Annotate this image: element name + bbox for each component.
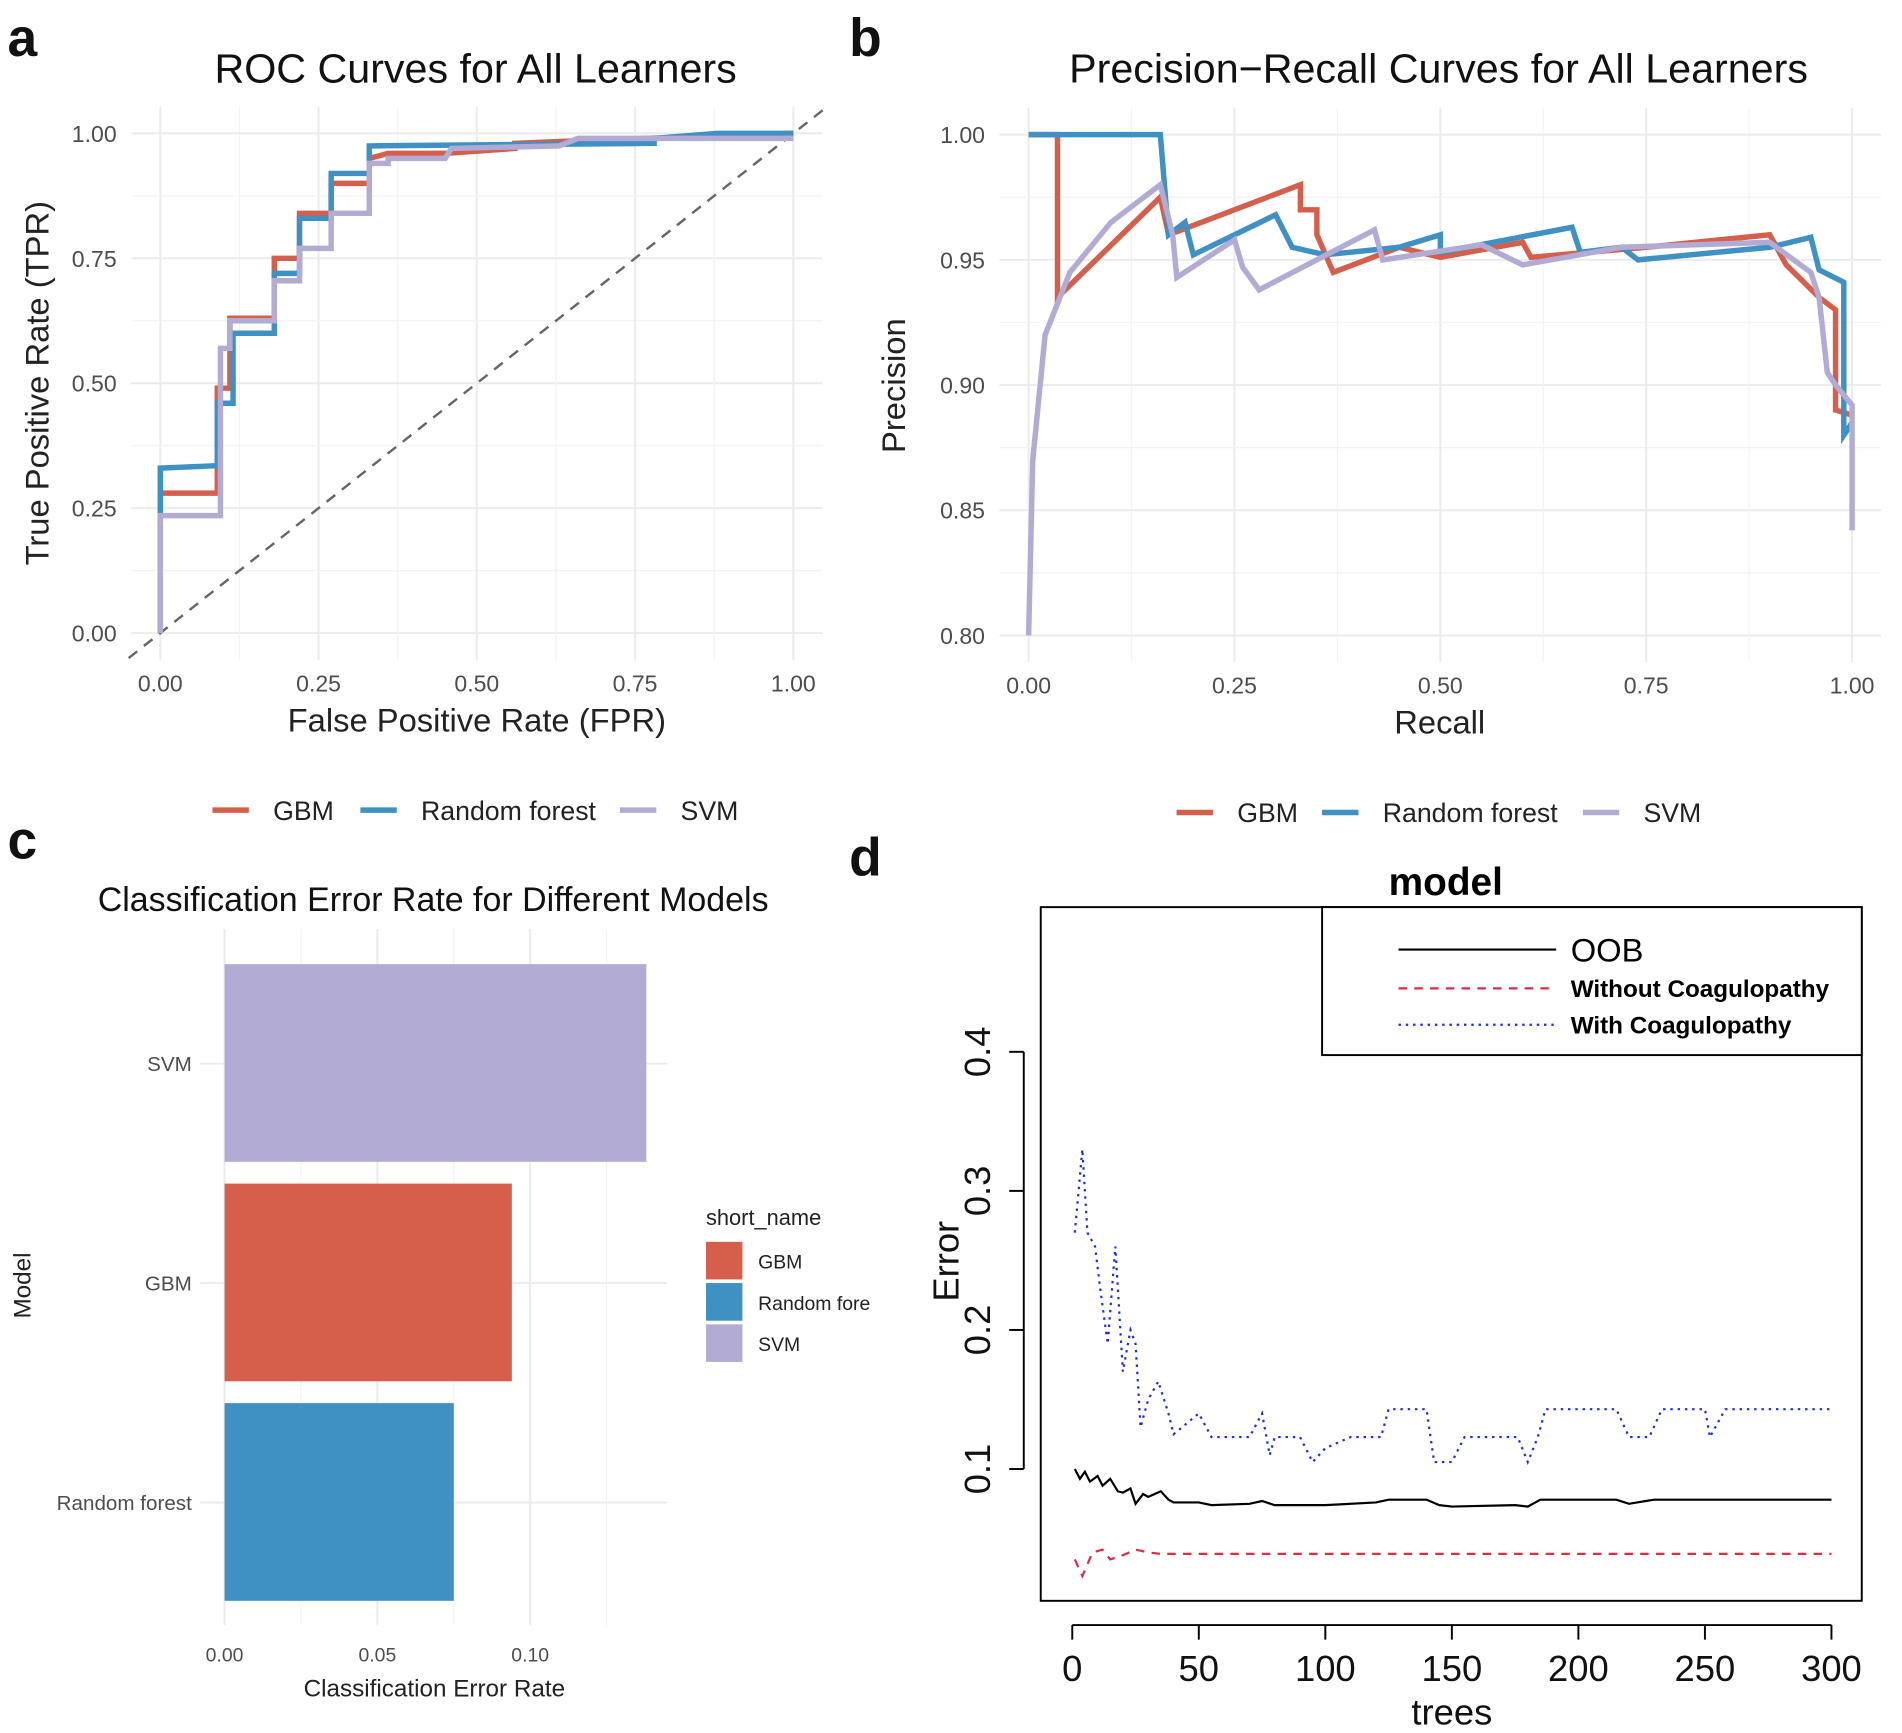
x-tick-label: 100 bbox=[1295, 1648, 1356, 1689]
roc-title: ROC Curves for All Learners bbox=[214, 45, 736, 91]
bar-x-label: Classification Error Rate bbox=[304, 1676, 565, 1703]
legend-label-gbm: GBM bbox=[1237, 798, 1298, 828]
category-label: Random forest bbox=[57, 1492, 192, 1515]
panel-label-c: c bbox=[7, 812, 37, 871]
legend-label-gbm: GBM bbox=[273, 796, 334, 826]
y-tick-label: 0.95 bbox=[940, 247, 985, 273]
category-label: GBM bbox=[145, 1272, 192, 1295]
y-tick-label: 0.2 bbox=[957, 1305, 998, 1356]
pr-y-label: Precision bbox=[875, 318, 912, 453]
legend-swatch-svm bbox=[706, 1324, 743, 1362]
legend-label-svm: SVM bbox=[1643, 798, 1701, 828]
bar-random-forest bbox=[224, 1403, 454, 1601]
x-tick-label: 0.05 bbox=[359, 1644, 397, 1666]
series-line-oob bbox=[1073, 1468, 1832, 1508]
legend-label-oob: OOB bbox=[1571, 932, 1644, 969]
roc-chart: ROC Curves for All Learners 0.00 0.25 0.50… bbox=[19, 45, 826, 826]
x-tick-label: 1.00 bbox=[1830, 673, 1875, 699]
category-label: SVM bbox=[147, 1053, 192, 1076]
x-tick-label: 0.75 bbox=[613, 670, 658, 696]
legend-label-random-forest: Random forest bbox=[421, 796, 597, 826]
y-tick-label: 0.85 bbox=[940, 498, 985, 524]
legend-label-without-coagulopathy: Without Coagulopathy bbox=[1571, 976, 1830, 1003]
x-tick-label: 0.50 bbox=[454, 670, 499, 696]
y-tick-label: 0.90 bbox=[940, 373, 985, 399]
rf-y-label: Error bbox=[925, 1221, 966, 1302]
series-line-svm bbox=[1025, 180, 1855, 636]
x-tick-label: 0.00 bbox=[206, 1644, 244, 1666]
x-tick-label: 0.25 bbox=[1212, 673, 1257, 699]
rf-title: model bbox=[1389, 861, 1503, 904]
rf-error-chart: model 0 50 100 150 200 250 300 0.1 0.2 0.3 0.4 tre… bbox=[925, 861, 1863, 1733]
diagonal-reference-line bbox=[127, 107, 826, 659]
y-tick-label: 0.4 bbox=[957, 1027, 998, 1078]
bar-gbm bbox=[224, 1183, 512, 1382]
y-tick-label: 0.25 bbox=[72, 496, 117, 522]
pr-title: Precision−Recall Curves for All Learners bbox=[1069, 45, 1808, 91]
rf-legend-box bbox=[1321, 906, 1863, 1057]
error-bar-chart: Classification Error Rate for Different … bbox=[10, 881, 886, 1703]
x-tick-label: 150 bbox=[1422, 1648, 1483, 1689]
x-tick-label: 1.00 bbox=[771, 670, 816, 696]
y-tick-label: 0.75 bbox=[72, 246, 117, 272]
legend-label-random-forest: Random forest bbox=[758, 1293, 886, 1315]
y-tick-label: 0.00 bbox=[72, 621, 117, 647]
x-tick-label: 0.25 bbox=[296, 670, 341, 696]
x-tick-label: 250 bbox=[1675, 1648, 1736, 1689]
panel-label-b: b bbox=[849, 9, 882, 68]
x-tick-label: 200 bbox=[1548, 1648, 1609, 1689]
pr-chart: Precision−Recall Curves for All Learners… bbox=[875, 45, 1882, 828]
y-tick-label: 0.50 bbox=[72, 371, 117, 397]
panel-label-a: a bbox=[7, 9, 38, 68]
bar-legend-title: short_name bbox=[706, 1205, 821, 1230]
pr-x-label: Recall bbox=[1394, 704, 1485, 741]
panel-label-d: d bbox=[849, 829, 882, 888]
legend-label-with-coagulopathy: With Coagulopathy bbox=[1571, 1012, 1792, 1039]
bar-title: Classification Error Rate for Different … bbox=[98, 881, 769, 919]
legend-swatch-gbm bbox=[706, 1241, 743, 1280]
legend-label-svm: SVM bbox=[758, 1334, 800, 1356]
legend-label-gbm: GBM bbox=[758, 1252, 802, 1274]
x-tick-label: 0.00 bbox=[138, 670, 183, 696]
legend-label-svm: SVM bbox=[681, 796, 739, 826]
series-line-with-coagulopathy bbox=[1073, 1149, 1832, 1465]
series-line-svm bbox=[157, 135, 794, 634]
y-tick-label: 0.80 bbox=[940, 623, 985, 649]
x-tick-label: 0.50 bbox=[1418, 673, 1463, 699]
x-tick-label: 0.00 bbox=[1006, 673, 1051, 699]
legend-swatch-random-forest bbox=[706, 1283, 743, 1321]
bar-y-label: Model bbox=[10, 1252, 37, 1318]
roc-x-label: False Positive Rate (FPR) bbox=[288, 701, 666, 738]
y-tick-label: 1.00 bbox=[72, 121, 117, 147]
x-tick-label: 0.75 bbox=[1624, 673, 1669, 699]
x-tick-label: 50 bbox=[1179, 1648, 1219, 1689]
series-line-without-coagulopathy bbox=[1073, 1548, 1832, 1579]
y-tick-label: 0.1 bbox=[957, 1444, 998, 1495]
bar-svm bbox=[224, 964, 647, 1162]
y-tick-label: 1.00 bbox=[940, 122, 985, 148]
x-tick-label: 0 bbox=[1062, 1648, 1082, 1689]
x-tick-label: 0.10 bbox=[511, 1644, 549, 1666]
x-tick-label: 300 bbox=[1801, 1648, 1862, 1689]
rf-x-label: trees bbox=[1411, 1692, 1492, 1733]
roc-y-label: True Positive Rate (TPR) bbox=[19, 201, 56, 565]
legend-entries: GBM Random forest SVM bbox=[706, 1241, 886, 1362]
y-tick-label: 0.3 bbox=[957, 1166, 998, 1217]
legend-label-random-forest: Random forest bbox=[1383, 798, 1559, 828]
